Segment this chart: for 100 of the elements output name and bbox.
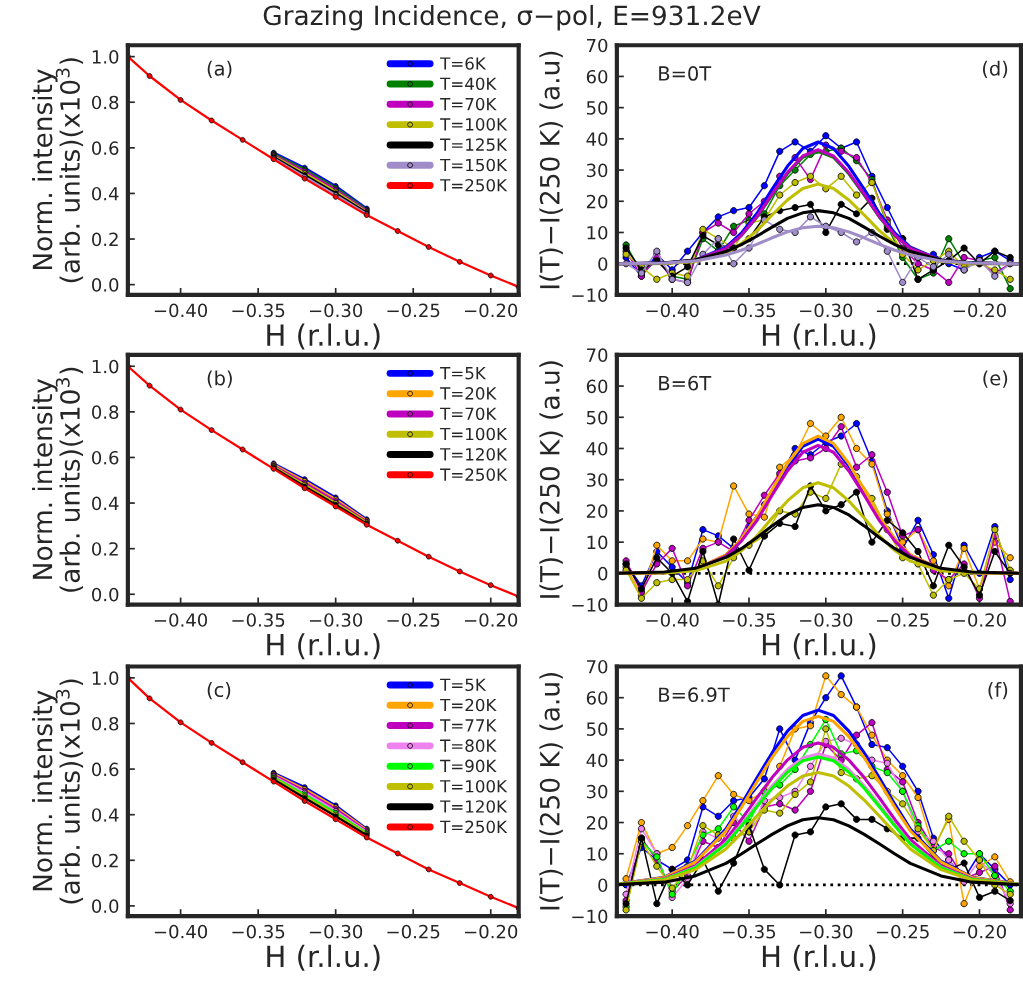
annotation: B=0T xyxy=(659,66,712,81)
x-tick-label: −0.30 xyxy=(309,924,363,939)
x-axis-title: H (r.l.u.) xyxy=(762,944,876,971)
legend-label: T=20K xyxy=(440,387,497,400)
y-tick-label: 70 xyxy=(587,348,608,362)
y-tick-label: 0.2 xyxy=(92,232,118,247)
y-tick-label: 0.4 xyxy=(92,496,119,511)
legend-label: T=90K xyxy=(440,759,497,773)
annotation: (b) xyxy=(207,370,232,388)
y-tick-label: 10 xyxy=(587,535,608,550)
x-tick-label: −0.20 xyxy=(464,303,518,318)
x-tick-label: −0.25 xyxy=(387,613,440,627)
x-tick-label: −0.40 xyxy=(154,924,208,939)
x-tick-label: −0.35 xyxy=(723,613,776,627)
x-tick-label: −0.35 xyxy=(723,924,776,939)
x-tick-label: −0.25 xyxy=(387,924,440,939)
legend-label: T=80K xyxy=(440,739,497,752)
x-tick-label: −0.20 xyxy=(953,303,1006,318)
legend-label: T=100K xyxy=(440,779,508,793)
x-tick-label: −0.25 xyxy=(387,303,440,318)
x-tick-label: −0.40 xyxy=(646,924,699,939)
x-tick-label: −0.20 xyxy=(464,924,518,939)
y-tick-label: 70 xyxy=(587,38,608,53)
y-tick-label: 0.4 xyxy=(92,808,119,822)
y-tick-label: 20 xyxy=(586,504,608,519)
x-tick-label: −0.30 xyxy=(309,303,363,318)
y-axis-title: I(T)−I(250 K) (a.u) xyxy=(539,361,563,598)
y-tick-label: 50 xyxy=(586,410,608,425)
y-tick-label: 1.0 xyxy=(92,50,119,64)
x-tick-label: −0.40 xyxy=(154,303,208,318)
annotation: B=6T xyxy=(659,375,712,391)
y-axis-title: Norm. intensity (arb. units)(x10$^{3}$) xyxy=(32,58,84,283)
legend-label: T=6K xyxy=(440,57,487,70)
x-tick-label: −0.40 xyxy=(154,613,208,627)
annotation: (d) xyxy=(982,60,1008,79)
legend-label: T=100K xyxy=(440,118,508,131)
annotation: B=6.9T xyxy=(659,687,730,703)
x-tick-label: −0.30 xyxy=(309,613,363,627)
y-tick-label: 20 xyxy=(586,194,608,209)
legend-label: T=250K xyxy=(440,178,508,192)
legend-label: T=250K xyxy=(440,820,508,834)
y-tick-label: 10 xyxy=(587,225,608,240)
y-tick-label: 20 xyxy=(586,815,608,830)
legend-label: T=40K xyxy=(440,77,497,91)
y-axis-title: I(T)−I(250 K) (a.u) xyxy=(539,51,563,289)
y-axis-title: Norm. intensity (arb. units)(x10$^{3}$) xyxy=(32,367,84,592)
x-tick-label: −0.35 xyxy=(232,613,285,627)
x-tick-label: −0.35 xyxy=(232,924,285,939)
y-tick-label: 0 xyxy=(598,878,608,893)
x-tick-label: −0.20 xyxy=(953,924,1006,939)
legend-label: T=120K xyxy=(440,800,508,813)
x-tick-label: −0.25 xyxy=(876,303,929,318)
x-tick-label: −0.35 xyxy=(232,303,285,318)
x-axis-title: H (r.l.u.) xyxy=(762,323,876,350)
y-tick-label: 0.6 xyxy=(92,450,119,465)
y-tick-label: 0.0 xyxy=(92,587,119,602)
y-axis-title: I(T)−I(250 K) (a.u) xyxy=(539,672,563,910)
y-tick-label: 0.2 xyxy=(92,853,118,868)
x-tick-label: −0.30 xyxy=(800,613,853,627)
y-tick-label: 0.8 xyxy=(92,405,119,419)
x-axis-title: H (r.l.u.) xyxy=(267,944,380,971)
x-tick-label: −0.30 xyxy=(800,303,853,318)
y-tick-label: 0.0 xyxy=(92,899,119,914)
y-tick-label: −10 xyxy=(572,598,608,612)
legend-label: T=125K xyxy=(440,138,508,151)
y-tick-label: 0.6 xyxy=(92,762,119,777)
annotation: (f) xyxy=(988,682,1008,700)
x-tick-label: −0.20 xyxy=(953,613,1006,627)
legend-label: T=5K xyxy=(440,678,487,692)
y-tick-label: 30 xyxy=(586,473,608,487)
annotation: (a) xyxy=(207,60,232,79)
x-tick-label: −0.30 xyxy=(800,924,853,939)
y-tick-label: 30 xyxy=(586,784,608,799)
legend-label: T=100K xyxy=(440,427,508,441)
y-tick-label: 40 xyxy=(586,132,608,146)
y-tick-label: 70 xyxy=(587,659,608,674)
legend-label: T=20K xyxy=(440,698,497,712)
x-axis-title: H (r.l.u.) xyxy=(267,323,380,350)
y-tick-label: 0 xyxy=(598,257,608,271)
x-axis-title: H (r.l.u.) xyxy=(762,633,876,660)
y-tick-label: 1.0 xyxy=(92,671,119,685)
y-tick-label: 60 xyxy=(586,69,608,84)
annotation: (c) xyxy=(207,682,231,700)
y-tick-label: 0.4 xyxy=(92,186,119,201)
y-tick-label: 60 xyxy=(586,379,608,394)
legend-label: T=77K xyxy=(440,719,497,732)
x-tick-label: −0.40 xyxy=(646,613,699,627)
y-tick-label: 60 xyxy=(586,691,608,705)
x-tick-label: −0.35 xyxy=(723,303,776,318)
y-tick-label: 10 xyxy=(587,847,608,861)
annotation: (e) xyxy=(983,370,1008,388)
legend-label: T=5K xyxy=(440,367,487,380)
legend-label: T=150K xyxy=(440,158,508,172)
y-tick-label: 0.0 xyxy=(92,278,119,292)
legend-label: T=250K xyxy=(440,468,508,481)
x-axis-title: H (r.l.u.) xyxy=(267,633,380,660)
legend-label: T=70K xyxy=(440,407,497,421)
y-tick-label: 0.6 xyxy=(92,141,119,155)
x-tick-label: −0.20 xyxy=(464,613,518,627)
x-tick-label: −0.25 xyxy=(876,613,929,627)
